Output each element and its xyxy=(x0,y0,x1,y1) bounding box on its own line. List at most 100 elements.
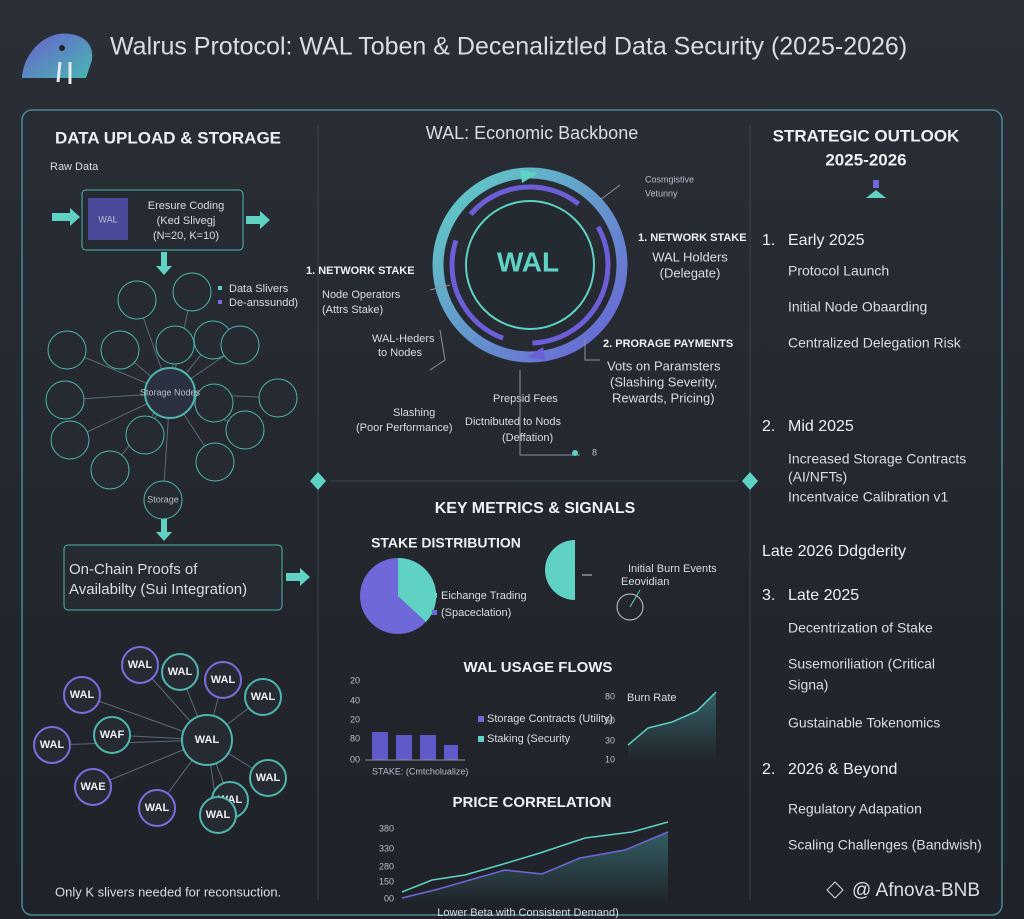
icon xyxy=(873,180,879,188)
logo xyxy=(22,33,93,78)
label: Vots on Paramsters xyxy=(607,358,721,373)
connector xyxy=(429,329,446,371)
flow-title: 2. PRORAGE PAYMENTS xyxy=(603,338,733,350)
phase-title: Late 2026 Ddgderity xyxy=(762,543,906,560)
tick-label: 330 xyxy=(379,843,394,853)
node-label: WAL xyxy=(128,659,153,671)
burn-icon xyxy=(629,589,641,608)
phase-item: Increased Storage Contracts xyxy=(788,451,966,467)
node-label: WAL xyxy=(211,674,236,686)
node xyxy=(199,796,237,834)
arrow xyxy=(52,208,310,586)
node xyxy=(161,653,199,691)
node xyxy=(74,768,112,806)
arrow xyxy=(156,518,172,541)
tick-labels: 380 330 280 150 00 xyxy=(379,823,394,903)
label: (Slashing Severity, xyxy=(610,374,717,389)
logo xyxy=(56,61,72,84)
node xyxy=(100,330,140,370)
tick-label: 20 xyxy=(350,675,360,685)
node xyxy=(121,646,159,684)
section-heading: KEY METRICS & SIGNALS xyxy=(435,500,636,517)
node xyxy=(125,415,165,455)
diamond xyxy=(310,472,758,490)
legend-swatch xyxy=(218,300,222,304)
phase-item: Regulatory Adapation xyxy=(788,801,922,817)
chart-title: STAKE DISTRIBUTION xyxy=(371,535,521,551)
legend-label: Storage Contracts (Utility) xyxy=(487,713,613,725)
watermark-icon xyxy=(826,881,844,899)
chart-title: PRICE CORRELATION xyxy=(453,794,612,811)
legend-label: Eichange Trading xyxy=(441,590,527,602)
price-lines xyxy=(401,831,669,899)
phase-number: 1. xyxy=(762,232,775,249)
node xyxy=(172,272,212,312)
phase-item: Protocol Launch xyxy=(788,263,889,279)
phase-title: Mid 2025 xyxy=(788,418,854,435)
icon xyxy=(866,190,886,198)
label: Availabilty (Sui Integration) xyxy=(69,581,247,598)
legend-label: Staking (Security xyxy=(487,733,571,745)
phase-item: Decentrization of Stake xyxy=(788,620,933,636)
node-label: WAF xyxy=(100,729,125,741)
label: (Delegate) xyxy=(660,265,721,280)
node xyxy=(117,280,157,320)
legend-swatch xyxy=(478,716,484,722)
arrow xyxy=(156,252,172,275)
legend-swatch xyxy=(432,610,437,615)
label: Rewards, Pricing) xyxy=(612,390,715,405)
connector xyxy=(584,340,600,361)
phase-item: Centralized Delegation Risk xyxy=(788,335,962,351)
label: 8 xyxy=(592,447,597,457)
logo xyxy=(22,33,93,84)
node-label: WAL xyxy=(195,734,220,746)
tick-labels: 80 50 30 10 xyxy=(605,691,615,764)
node-label: WAL xyxy=(145,802,170,814)
phase-item: Incentvaice Calibration v1 xyxy=(788,489,949,505)
node xyxy=(138,789,176,827)
legend-swatch xyxy=(478,736,484,742)
label: Eresure Coding xyxy=(148,200,224,212)
chart-title: WAL USAGE FLOWS xyxy=(464,659,613,676)
ring xyxy=(520,170,538,183)
proofs-box xyxy=(63,544,283,611)
node-label: WAL xyxy=(206,809,231,821)
flow-title: 1. NETWORK STAKE xyxy=(306,265,415,277)
tick-label: 30 xyxy=(605,735,615,745)
icon xyxy=(866,180,886,198)
section-heading: WAL: Economic Backbone xyxy=(426,123,638,143)
phase-item: Initial Node Obaarding xyxy=(788,299,927,315)
tick-label: 80 xyxy=(350,733,360,743)
ring xyxy=(449,184,611,346)
node xyxy=(194,383,234,423)
node xyxy=(50,420,90,460)
node xyxy=(93,716,131,754)
node-label: Storage xyxy=(147,494,179,504)
tick-label: 00 xyxy=(350,754,360,764)
node xyxy=(45,380,85,420)
label: (Poor Performance) xyxy=(356,422,453,434)
node xyxy=(33,726,71,764)
ring xyxy=(432,167,628,363)
node-label: WAL xyxy=(40,739,65,751)
arrow xyxy=(246,211,270,229)
burn-icon xyxy=(545,540,575,600)
label: (N=20, K=10) xyxy=(153,230,219,242)
bars xyxy=(372,732,388,760)
connector xyxy=(429,184,621,456)
connector xyxy=(599,184,621,201)
label: WAL-Heders xyxy=(372,333,435,345)
storage-network: Storage Nodes Storage xyxy=(45,272,298,520)
logo xyxy=(59,45,65,51)
phase-item: Scaling Challenges (Bandwish) xyxy=(788,837,982,853)
flow-title: 1. NETWORK STAKE xyxy=(638,232,747,244)
burn-line xyxy=(628,692,716,762)
node xyxy=(90,450,130,490)
node xyxy=(220,325,260,365)
node-label: Storage Nodes xyxy=(140,387,201,397)
node-label: WAL xyxy=(256,772,281,784)
caption: Lower Beta with Consistent Demand) xyxy=(437,907,619,919)
ring xyxy=(465,200,595,330)
